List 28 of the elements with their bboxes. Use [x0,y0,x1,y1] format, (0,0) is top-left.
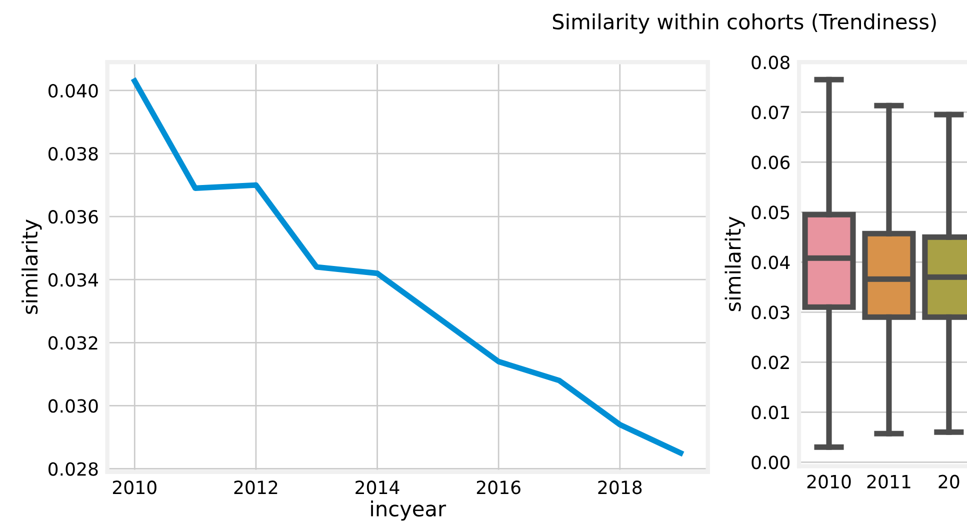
y-tick-label: 0.01 [752,406,790,420]
y-tick-label: 0.03 [752,306,790,320]
y-axis-title: similarity [22,220,42,314]
y-tick-label: 0.036 [48,210,98,224]
x-tick-label: 2014 [356,480,400,494]
x-tick-label: 2010 [112,480,156,494]
x-axis-title: incyear [371,500,446,521]
y-axis-title: similarity [724,216,745,312]
y-tick-label: 0.032 [48,336,98,350]
y-tick-label: 0.00 [752,456,790,470]
y-tick-label: 0.040 [48,84,98,98]
y-tick-label: 0.07 [752,106,790,120]
chart-title: Similarity within cohorts (Trendiness) [552,13,936,34]
y-tick-label: 0.028 [48,462,98,476]
y-tick-label: 0.02 [752,356,789,370]
x-tick-label: 2018 [598,480,642,494]
y-tick-label: 0.08 [752,56,790,70]
x-tick-label: 2012 [234,480,278,494]
y-tick-label: 0.034 [48,273,98,287]
y-tick-label: 0.05 [752,206,790,220]
y-tick-label: 0.04 [752,256,790,270]
x-tick-label: 2010 [807,474,851,488]
y-tick-label: 0.06 [752,156,790,170]
x-tick-label: 20 [938,474,960,488]
x-tick-label: 2016 [476,480,520,494]
y-tick-label: 0.030 [48,399,98,413]
y-tick-label: 0.038 [48,146,98,161]
x-tick-label: 2011 [867,474,910,488]
